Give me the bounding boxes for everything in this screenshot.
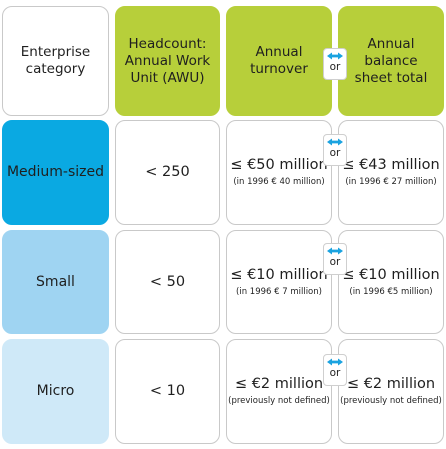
- balance-medium-value: ≤ €43 million: [342, 157, 440, 173]
- header-headcount-text: Headcount: Annual Work Unit (AWU): [124, 35, 211, 86]
- turnover-small: ≤ €10 million (in 1996 € 7 million): [226, 230, 332, 334]
- double-arrow-icon: [327, 52, 343, 60]
- turnover-small-note: (in 1996 € 7 million): [236, 286, 322, 297]
- or-connector-micro-label: or: [329, 367, 341, 379]
- header-turnover: Annual turnover: [226, 6, 332, 116]
- header-headcount: Headcount: Annual Work Unit (AWU): [115, 6, 220, 116]
- balance-medium-note: (in 1996 € 27 million): [345, 177, 437, 187]
- balance-micro-note: (previously not defined): [340, 396, 442, 406]
- double-arrow-icon: [327, 247, 343, 255]
- turnover-small-value: ≤ €10 million: [230, 266, 328, 283]
- header-turnover-text: Annual turnover: [250, 44, 308, 77]
- or-connector-medium-label: or: [329, 147, 341, 159]
- category-medium-label: Medium-sized: [6, 164, 105, 180]
- category-medium: Medium-sized: [2, 120, 109, 225]
- or-connector-medium: or: [323, 134, 347, 166]
- balance-small: ≤ €10 million (in 1996 €5 million): [338, 230, 444, 334]
- headcount-micro: < 10: [115, 339, 220, 444]
- or-connector-header-label: or: [329, 61, 341, 73]
- headcount-medium: < 250: [115, 120, 220, 225]
- headcount-small: < 50: [115, 230, 220, 334]
- double-arrow-icon: [327, 138, 343, 146]
- headcount-medium-value: < 250: [145, 164, 190, 180]
- header-balance-text: Annual balance sheet total: [354, 35, 428, 86]
- turnover-medium-note: (in 1996 € 40 million): [233, 177, 325, 187]
- or-connector-header: or: [323, 48, 347, 80]
- balance-micro-value: ≤ €2 million: [346, 376, 436, 392]
- category-small-label: Small: [36, 273, 75, 290]
- headcount-small-value: < 50: [149, 273, 186, 290]
- header-enterprise-category: Enterprise category: [2, 6, 109, 116]
- balance-micro: ≤ €2 million (previously not defined): [338, 339, 444, 444]
- balance-small-value: ≤ €10 million: [342, 266, 440, 283]
- turnover-medium: ≤ €50 million (in 1996 € 40 million): [226, 120, 332, 225]
- turnover-micro-value: ≤ €2 million: [234, 376, 324, 392]
- turnover-medium-value: ≤ €50 million: [230, 157, 328, 173]
- or-connector-micro: or: [323, 354, 347, 386]
- category-small: Small: [2, 230, 109, 334]
- category-micro: Micro: [2, 339, 109, 444]
- or-connector-small-label: or: [329, 256, 341, 268]
- header-balance: Annual balance sheet total: [338, 6, 444, 116]
- double-arrow-icon: [327, 358, 343, 366]
- turnover-micro: ≤ €2 million (previously not defined): [226, 339, 332, 444]
- balance-medium: ≤ €43 million (in 1996 € 27 million): [338, 120, 444, 225]
- header-enterprise-category-text: Enterprise category: [20, 44, 91, 77]
- headcount-micro-value: < 10: [149, 383, 186, 399]
- turnover-micro-note: (previously not defined): [228, 396, 330, 406]
- category-micro-label: Micro: [36, 383, 75, 399]
- or-connector-small: or: [323, 243, 347, 275]
- balance-small-note: (in 1996 €5 million): [349, 286, 433, 297]
